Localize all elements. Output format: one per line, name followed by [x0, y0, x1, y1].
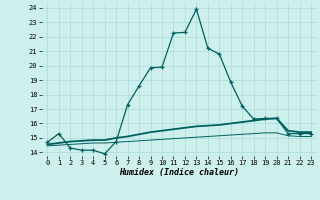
X-axis label: Humidex (Indice chaleur): Humidex (Indice chaleur) — [119, 168, 239, 177]
